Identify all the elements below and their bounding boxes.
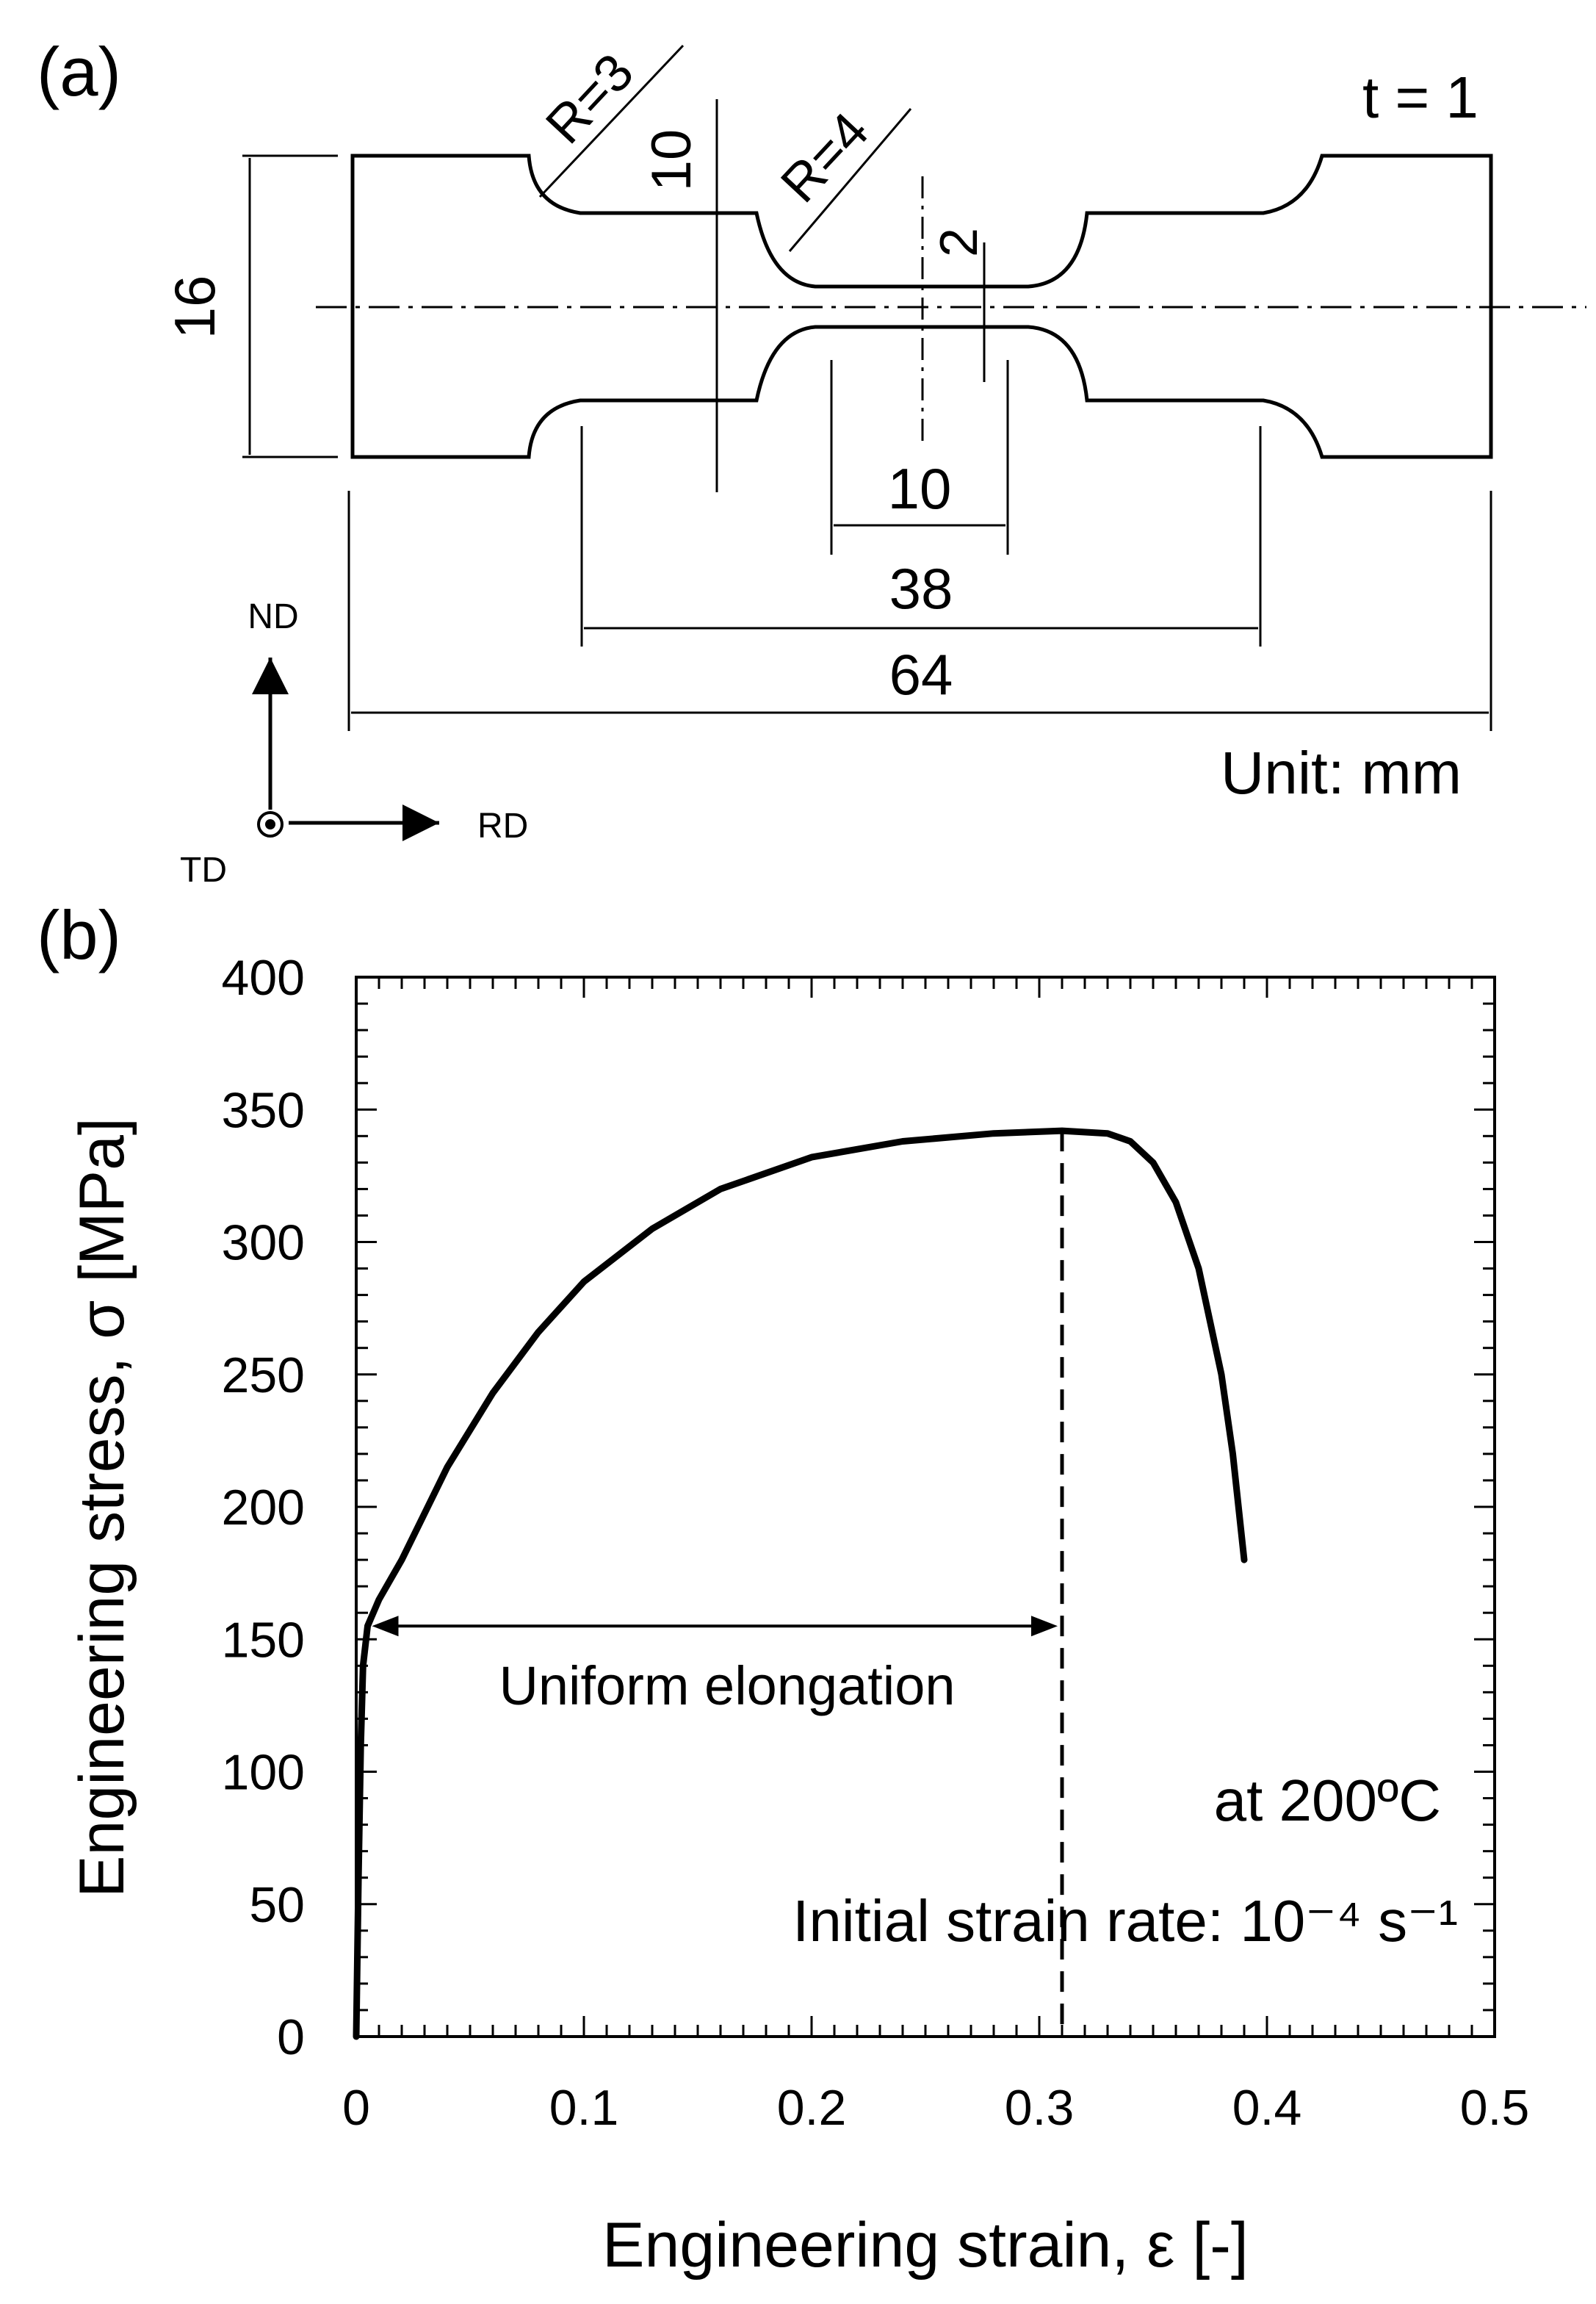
dim-16-label: 16 [162, 276, 227, 339]
orientation-axes: ND RD TD [180, 597, 528, 890]
x-ticks: 0 0.1 0.2 0.3 0.4 0.5 [342, 2080, 1529, 2136]
x-tick-label: 0.3 [1005, 2080, 1075, 2136]
thickness-label: t = 1 [1362, 65, 1478, 130]
stress-strain-chart: 0 0.1 0.2 0.3 0.4 0.5 0 50 100 150 200 250 300 350 40… [67, 950, 1529, 2280]
y-ticks: 0 50 100 150 200 250 300 350 400 [222, 950, 305, 2065]
unit-label: Unit: mm [1221, 740, 1462, 807]
r3-label: R=3 [535, 43, 645, 155]
dim-10v-label: 10 [640, 129, 703, 192]
y-tick-label: 0 [277, 2009, 305, 2065]
specimen-outline [350, 154, 1493, 459]
panel-b: (b) 0 0.1 0.2 0.3 0.4 0.5 0 50 100 150 200 250 300 3… [37, 896, 1529, 2280]
stress-strain-curve [353, 1127, 1248, 2040]
rd-label: RD [477, 807, 528, 846]
uniform-elongation-label: Uniform elongation [499, 1655, 955, 1716]
y-tick-label: 300 [222, 1215, 305, 1271]
y-tick-label: 200 [222, 1480, 305, 1536]
panel-a-label: (a) [37, 33, 121, 110]
y-tick-label: 350 [222, 1082, 305, 1138]
strain-rate-annotation: Initial strain rate: 10⁻⁴ s⁻¹ [792, 1888, 1458, 1954]
x-tick-label: 0.5 [1460, 2080, 1530, 2136]
x-tick-label: 0.1 [549, 2080, 619, 2136]
td-dot-icon [265, 819, 275, 829]
arrowhead-right [1031, 1616, 1058, 1637]
panel-b-label: (b) [37, 896, 121, 973]
y-tick-label: 100 [222, 1745, 305, 1801]
y-axis-label: Engineering stress, σ [MPa] [67, 1117, 137, 1898]
y-tick-label: 400 [222, 950, 305, 1006]
x-tick-label: 0.4 [1232, 2080, 1302, 2136]
nd-label: ND [248, 597, 298, 636]
dim-38-label: 38 [889, 556, 953, 621]
r4-label: R=4 [770, 101, 880, 214]
dim-64-label: 64 [889, 642, 953, 707]
x-tick-label: 0.2 [777, 2080, 847, 2136]
y-tick-label: 250 [222, 1347, 305, 1403]
y-tick-label: 50 [249, 1877, 305, 1933]
x-tick-label: 0 [342, 2080, 370, 2136]
y-tick-label: 150 [222, 1612, 305, 1668]
x-axis-label: Engineering strain, ε [-] [602, 2210, 1249, 2280]
r3-leader [538, 44, 685, 198]
panel-a: (a) t = 1 16 10 2 R=3 R=4 10 38 [37, 33, 1586, 890]
dim-2-label: 2 [930, 228, 989, 257]
td-label: TD [180, 851, 227, 890]
dim-10h-label: 10 [888, 456, 952, 521]
r4-leader [788, 108, 912, 252]
arrowhead-left [372, 1616, 399, 1637]
td-out-of-plane-icon [257, 811, 284, 838]
temperature-annotation: at 200ºC [1214, 1768, 1441, 1833]
